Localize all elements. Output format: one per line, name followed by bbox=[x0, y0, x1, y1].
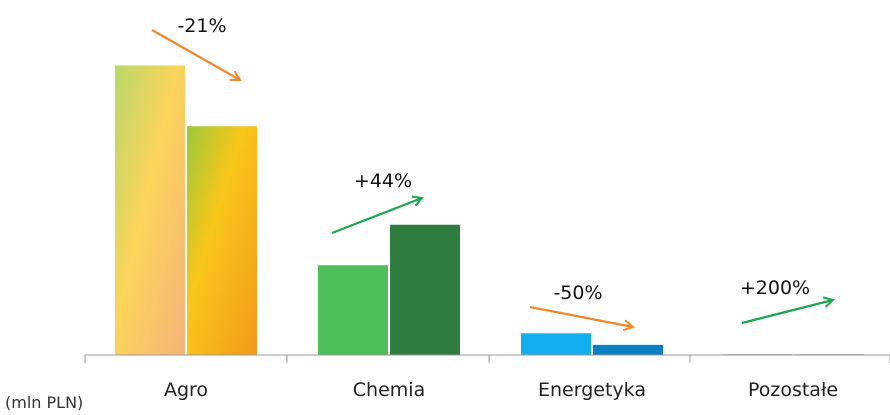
bar-agro-1 bbox=[115, 65, 185, 355]
change-label-energetyka: -50% bbox=[553, 282, 602, 304]
change-label-chemia: +44% bbox=[354, 170, 412, 192]
bar-chemia-1 bbox=[318, 265, 388, 355]
x-tick-label-agro: Agro bbox=[164, 379, 208, 401]
change-label-pozostale: +200% bbox=[740, 277, 810, 299]
unit-label: (mln PLN) bbox=[5, 393, 83, 412]
change-arrow-chemia bbox=[331, 198, 422, 235]
change-arrow-agro bbox=[151, 29, 240, 80]
change-arrow-energetyka bbox=[529, 305, 633, 327]
x-axis-ticks bbox=[84, 355, 890, 363]
change-annotations: -21% +44% -50% +200% bbox=[151, 15, 833, 327]
bar-energetyka-1 bbox=[521, 333, 591, 355]
bar-chemia-2 bbox=[390, 224, 460, 355]
bars-layer bbox=[115, 65, 864, 356]
x-tick-label-energetyka: Energetyka bbox=[538, 379, 646, 401]
x-tick-label-chemia: Chemia bbox=[353, 379, 425, 401]
x-axis-tick-labels: Agro Chemia Energetyka Pozostałe bbox=[164, 379, 838, 401]
bar-agro-2 bbox=[187, 126, 257, 356]
change-label-agro: -21% bbox=[177, 15, 226, 37]
bar-energetyka-2 bbox=[593, 344, 663, 355]
change-arrow-pozostale bbox=[741, 300, 833, 325]
x-tick-label-pozostale: Pozostałe bbox=[748, 379, 838, 401]
